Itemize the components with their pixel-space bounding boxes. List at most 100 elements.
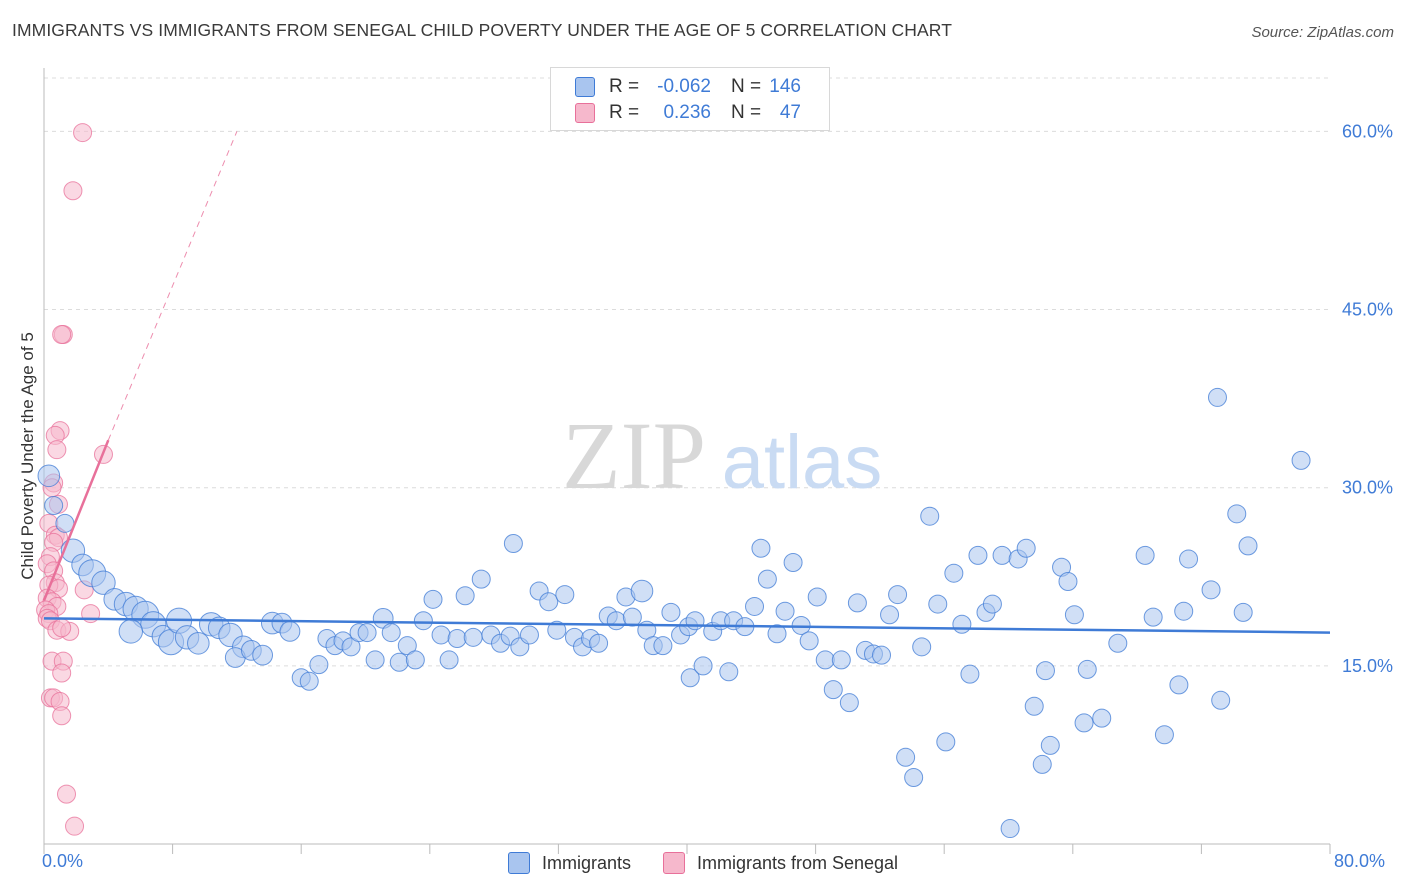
grid-layer (44, 77, 1330, 667)
immigrant-point (783, 553, 803, 573)
immigrant-point (928, 594, 948, 614)
x-tick-label-min: 0.0% (42, 851, 84, 871)
axes-layer (43, 68, 1331, 854)
immigrant-point (299, 671, 319, 691)
immigrant-point (1201, 580, 1221, 600)
senegal-point (52, 706, 72, 726)
immigrant-point (888, 585, 908, 605)
legend-n-label: N = (731, 76, 762, 97)
immigrant-point (751, 538, 771, 558)
immigrant-point (936, 732, 956, 752)
legend-swatch-pink (575, 103, 595, 123)
immigrant-point (952, 614, 972, 634)
legend-item-immigrants[interactable]: Immigrants (507, 852, 631, 874)
immigrant-point (118, 619, 144, 644)
senegal-points-layer (36, 123, 113, 836)
immigrant-point (653, 636, 673, 656)
senegal-point (52, 663, 72, 683)
immigrant-point (405, 650, 425, 670)
trend-lines-layer (42, 131, 1331, 634)
y-tick-label: 15.0% (1342, 656, 1393, 676)
immigrant-point (389, 652, 409, 672)
watermark-atlas: atlas (722, 420, 883, 505)
immigrant-point (1291, 450, 1311, 470)
immigrant-point (872, 645, 892, 665)
immigrant-point (904, 767, 924, 787)
senegal-point (65, 816, 85, 836)
immigrant-point (503, 534, 523, 554)
legend-r-label: R = (609, 102, 640, 123)
senegal-trend-extension (107, 131, 238, 441)
immigrant-point (1207, 387, 1227, 407)
immigrant-point (309, 655, 329, 675)
legend-item-senegal[interactable]: Immigrants from Senegal (662, 852, 899, 874)
immigrants-points-layer (37, 387, 1311, 839)
immigrant-point (555, 585, 575, 605)
series-legend: Immigrants Immigrants from Senegal (0, 852, 1406, 874)
chart-title: IMMIGRANTS VS IMMIGRANTS FROM SENEGAL CH… (12, 20, 952, 40)
immigrant-point (341, 637, 361, 657)
immigrant-point (880, 605, 900, 625)
immigrant-point (807, 587, 827, 607)
immigrant-point (547, 620, 567, 640)
immigrant-point (630, 579, 654, 603)
immigrant-point (622, 607, 642, 627)
immigrant-point (1058, 572, 1078, 592)
legend-n-label: N = (731, 102, 762, 123)
legend-swatch-blue (507, 852, 530, 874)
immigrant-point (992, 545, 1012, 565)
immigrant-point (920, 506, 940, 526)
x-tick-label-max: 80.0% (1334, 851, 1386, 871)
senegal-point (73, 123, 93, 143)
immigrant-point (463, 627, 483, 647)
immigrant-point (381, 623, 401, 643)
immigrant-point (365, 650, 385, 670)
immigrants-trend-line (43, 617, 1331, 634)
immigrant-point (1135, 545, 1155, 565)
immigrant-point (839, 693, 859, 713)
senegal-point (47, 440, 67, 460)
immigrant-point (539, 592, 559, 612)
immigrant-point (397, 636, 417, 656)
immigrant-point (1000, 819, 1020, 839)
legend-swatch-blue (575, 77, 595, 97)
y-tick-labels-layer: 15.0% 30.0% 45.0% 60.0% (1342, 121, 1393, 675)
immigrant-point (455, 586, 475, 606)
immigrant-point (1064, 605, 1084, 625)
immigrant-point (431, 625, 451, 645)
watermark-zip: ZIP (562, 402, 706, 509)
immigrant-point (815, 650, 835, 670)
senegal-point (63, 181, 83, 201)
senegal-point (52, 324, 72, 344)
immigrant-point (413, 611, 433, 631)
immigrant-point (187, 631, 210, 655)
immigrant-point (1032, 754, 1052, 774)
correlation-legend: R = -0.062 N = 146 R = 0.236 N = 47 (550, 67, 830, 131)
legend-label: Immigrants from Senegal (696, 852, 899, 873)
immigrant-point (1077, 659, 1097, 679)
immigrant-point (960, 664, 980, 684)
immigrant-point (968, 545, 988, 565)
immigrant-point (982, 594, 1002, 614)
immigrant-point (589, 633, 609, 653)
immigrant-point (661, 602, 681, 622)
immigrant-point (1035, 661, 1055, 681)
immigrant-point (1238, 536, 1258, 556)
immigrant-point (606, 611, 626, 631)
immigrant-point (91, 570, 116, 595)
immigrant-point (767, 624, 787, 644)
immigrant-point (252, 644, 274, 666)
y-tick-label: 60.0% (1342, 121, 1393, 141)
immigrant-point (896, 747, 916, 767)
legend-r-label: R = (609, 76, 640, 97)
immigrant-point (1174, 601, 1194, 621)
immigrant-point (1092, 708, 1112, 728)
immigrant-point (693, 656, 713, 676)
y-axis-label: Child Poverty Under the Age of 5 (18, 332, 37, 580)
immigrant-point (685, 611, 705, 631)
immigrant-point (471, 569, 491, 589)
immigrant-point (44, 496, 64, 516)
immigrant-point (447, 629, 467, 649)
immigrant-point (1169, 675, 1189, 695)
legend-row-immigrants: R = -0.062 N = 146 (575, 75, 801, 99)
